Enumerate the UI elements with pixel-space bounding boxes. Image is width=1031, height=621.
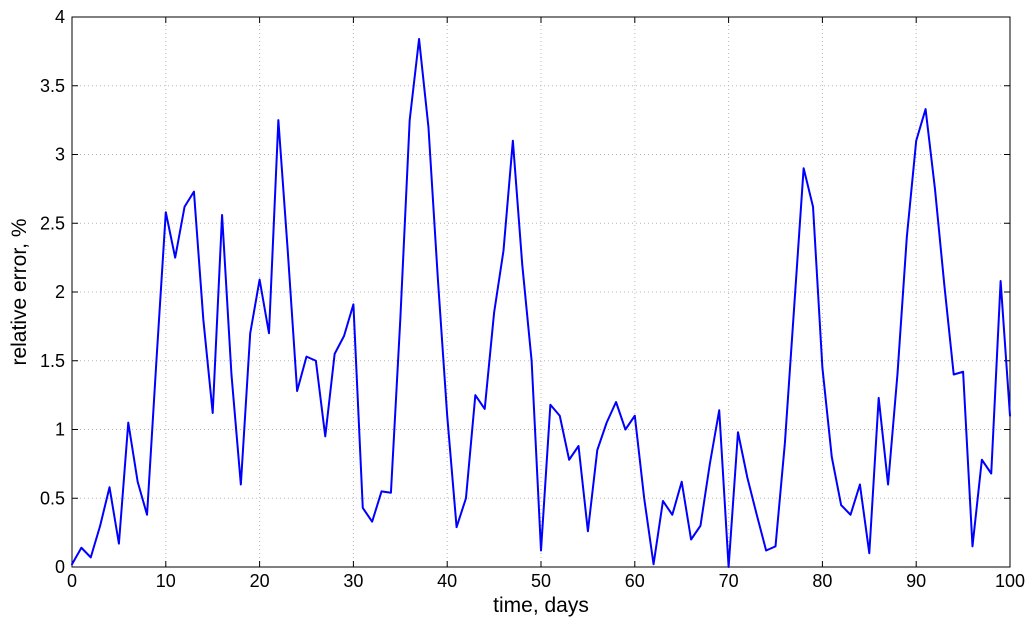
series-line-0 bbox=[71, 38, 1011, 568]
x-tick-label: 40 bbox=[437, 571, 457, 591]
y-tick-label: 1.5 bbox=[40, 351, 65, 371]
x-tick-label: 60 bbox=[625, 571, 645, 591]
y-tick-label: 2.5 bbox=[40, 213, 65, 233]
x-tick-label: 30 bbox=[343, 571, 363, 591]
x-axis-ticks: 0 10 20 30 40 50 60 70 80 90 100 bbox=[67, 17, 1025, 591]
y-tick-label: 0 bbox=[55, 557, 65, 577]
y-axis-ticks: 0 0.5 1 1.5 2 2.5 3 3.5 4 bbox=[40, 7, 1010, 577]
y-tick-label: 4 bbox=[55, 7, 65, 27]
horizontal-gridlines bbox=[72, 85, 1010, 499]
y-tick-label: 3 bbox=[55, 145, 65, 165]
x-tick-label: 90 bbox=[906, 571, 926, 591]
x-tick-label: 80 bbox=[812, 571, 832, 591]
x-tick-label: 70 bbox=[719, 571, 739, 591]
y-tick-label: 1 bbox=[55, 420, 65, 440]
x-tick-label: 10 bbox=[156, 571, 176, 591]
x-tick-label: 100 bbox=[995, 571, 1025, 591]
x-tick-label: 0 bbox=[67, 571, 77, 591]
y-tick-label: 0.5 bbox=[40, 488, 65, 508]
x-tick-label: 20 bbox=[250, 571, 270, 591]
y-axis-label: relative error, % bbox=[8, 218, 31, 365]
y-tick-label: 2 bbox=[55, 282, 65, 302]
x-axis-label: time, days bbox=[493, 594, 589, 617]
y-tick-label: 3.5 bbox=[40, 76, 65, 96]
series-group bbox=[71, 38, 1011, 568]
x-tick-label: 50 bbox=[531, 571, 551, 591]
